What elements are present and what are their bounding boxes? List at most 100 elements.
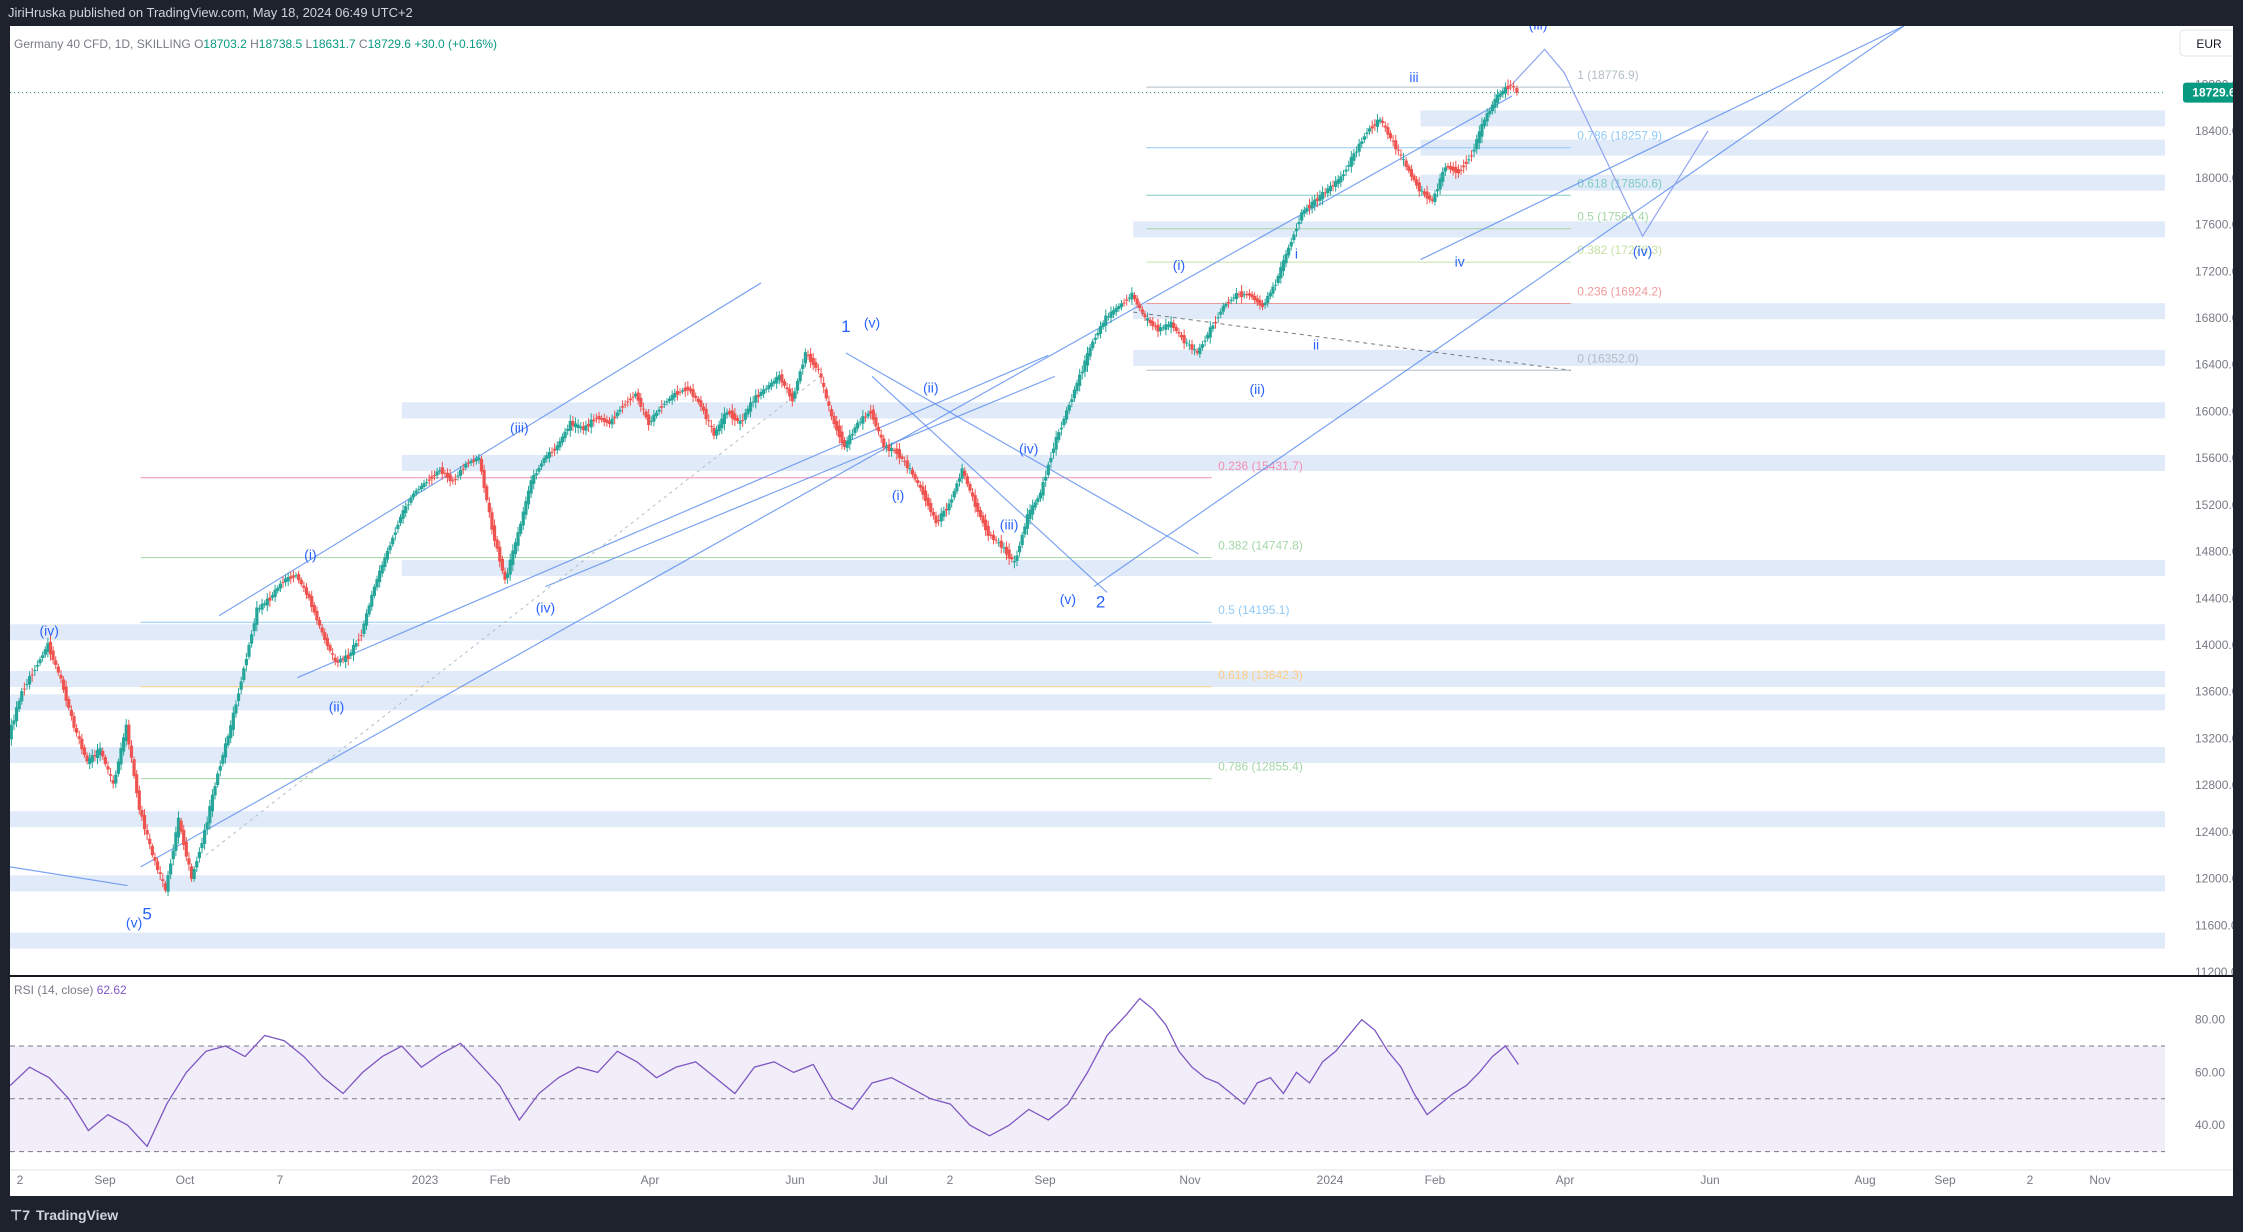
- candle-body: [482, 469, 486, 488]
- candle-body: [978, 509, 983, 518]
- candle-body: [393, 532, 397, 535]
- candle-body: [1443, 167, 1447, 172]
- candle-body: [1394, 140, 1398, 150]
- trend-channel-line: [140, 95, 1513, 868]
- footer: ⊤7 TradingView: [0, 1198, 2243, 1232]
- support-zone: [401, 454, 2166, 471]
- candle-body: [1098, 325, 1103, 334]
- candle-body: [338, 659, 343, 663]
- candle-body: [1051, 448, 1056, 453]
- candle-body: [106, 766, 110, 770]
- candle-body: [775, 376, 779, 384]
- candle-body: [95, 750, 100, 758]
- time-tick-label: 2: [947, 1173, 954, 1187]
- candle-body: [1208, 327, 1212, 338]
- candle-body: [174, 832, 178, 851]
- candle-body: [41, 655, 45, 658]
- candle-body: [1203, 340, 1207, 342]
- price-tick-label: 11600.0: [2195, 918, 2233, 932]
- candle-body: [1226, 301, 1231, 304]
- candle-body: [581, 426, 585, 431]
- candle-body: [417, 489, 421, 491]
- candle-body: [1391, 140, 1395, 142]
- candle-body: [887, 444, 891, 451]
- chart-frame[interactable]: 19200.018800.018400.018000.017600.017200…: [10, 26, 2233, 1196]
- candle-body: [1396, 149, 1400, 151]
- candle-body: [69, 709, 73, 717]
- candle-body: [336, 660, 340, 663]
- price-tick-label: 16400.0: [2195, 358, 2233, 372]
- fib-level-label: 0.786 (18257.9): [1577, 129, 1662, 143]
- candle-body: [1287, 247, 1291, 256]
- candle-body: [761, 389, 766, 395]
- candle-body: [699, 400, 703, 407]
- candle-body: [1509, 84, 1513, 86]
- candle-body: [840, 431, 844, 444]
- wave-label: 5: [142, 904, 151, 923]
- candle-body: [1300, 212, 1304, 221]
- candle-body: [1415, 179, 1419, 186]
- candle-body: [1344, 169, 1348, 172]
- candle-body: [696, 398, 700, 403]
- fib-level-label: 0.5 (17564.4): [1577, 210, 1648, 224]
- candle-body: [613, 416, 617, 419]
- candle-body: [430, 476, 434, 479]
- tradingview-logo-icon: ⊤7: [10, 1207, 30, 1223]
- candle-body: [973, 495, 977, 507]
- candle-body: [1354, 151, 1359, 153]
- candle-body: [1375, 119, 1380, 127]
- support-zone: [1133, 303, 2165, 320]
- candle-body: [108, 774, 113, 776]
- candle-body: [913, 474, 917, 480]
- currency-button[interactable]: [2179, 29, 2233, 57]
- candle-body: [931, 512, 935, 516]
- candle-body: [75, 728, 79, 733]
- candle-body: [1341, 174, 1346, 177]
- candle-body: [98, 748, 102, 756]
- candle-body: [874, 417, 878, 427]
- candle-body: [882, 438, 886, 448]
- candle-body: [307, 593, 311, 599]
- candle-body: [192, 868, 196, 879]
- candle-body: [223, 743, 228, 758]
- fib-level-label: 0.786 (12855.4): [1218, 760, 1303, 774]
- candle-body: [829, 409, 834, 417]
- candle-body: [485, 486, 489, 501]
- candle-body: [628, 398, 632, 401]
- candle-body: [1012, 561, 1016, 563]
- trend-channel-line: [218, 282, 762, 617]
- candle-body: [1472, 149, 1476, 152]
- candle-body: [803, 352, 807, 364]
- candle-body: [1240, 291, 1244, 298]
- candle-body: [85, 755, 89, 762]
- candle-body: [1138, 304, 1142, 309]
- candle-body: [427, 479, 431, 481]
- candle-body: [1320, 192, 1325, 200]
- candle-body: [1169, 321, 1173, 328]
- candle-body: [145, 829, 149, 835]
- candle-body: [1132, 294, 1137, 300]
- candle-body: [1143, 314, 1147, 318]
- fib-level-label: 0.382 (17278.3): [1577, 243, 1662, 257]
- candle-body: [652, 414, 656, 422]
- candle-body: [884, 446, 888, 449]
- candle-body: [1360, 141, 1364, 144]
- candle-body: [594, 417, 599, 419]
- chart-svg[interactable]: 19200.018800.018400.018000.017600.017200…: [10, 26, 2233, 1196]
- wave-label: (v): [126, 915, 142, 931]
- candle-body: [419, 485, 424, 490]
- candle-body: [1276, 275, 1280, 283]
- candle-body: [597, 415, 601, 420]
- candle-body: [153, 857, 157, 861]
- candle-body: [769, 382, 774, 387]
- candle-body: [289, 576, 293, 579]
- candle-body: [378, 570, 382, 583]
- candle-body: [51, 650, 55, 661]
- candle-body: [77, 736, 81, 739]
- candle-body: [317, 619, 322, 626]
- candle-body: [1339, 176, 1343, 183]
- candle-body: [1093, 337, 1097, 340]
- wave-label: 1: [841, 317, 850, 336]
- candle-body: [545, 455, 549, 459]
- candle-body: [132, 759, 136, 776]
